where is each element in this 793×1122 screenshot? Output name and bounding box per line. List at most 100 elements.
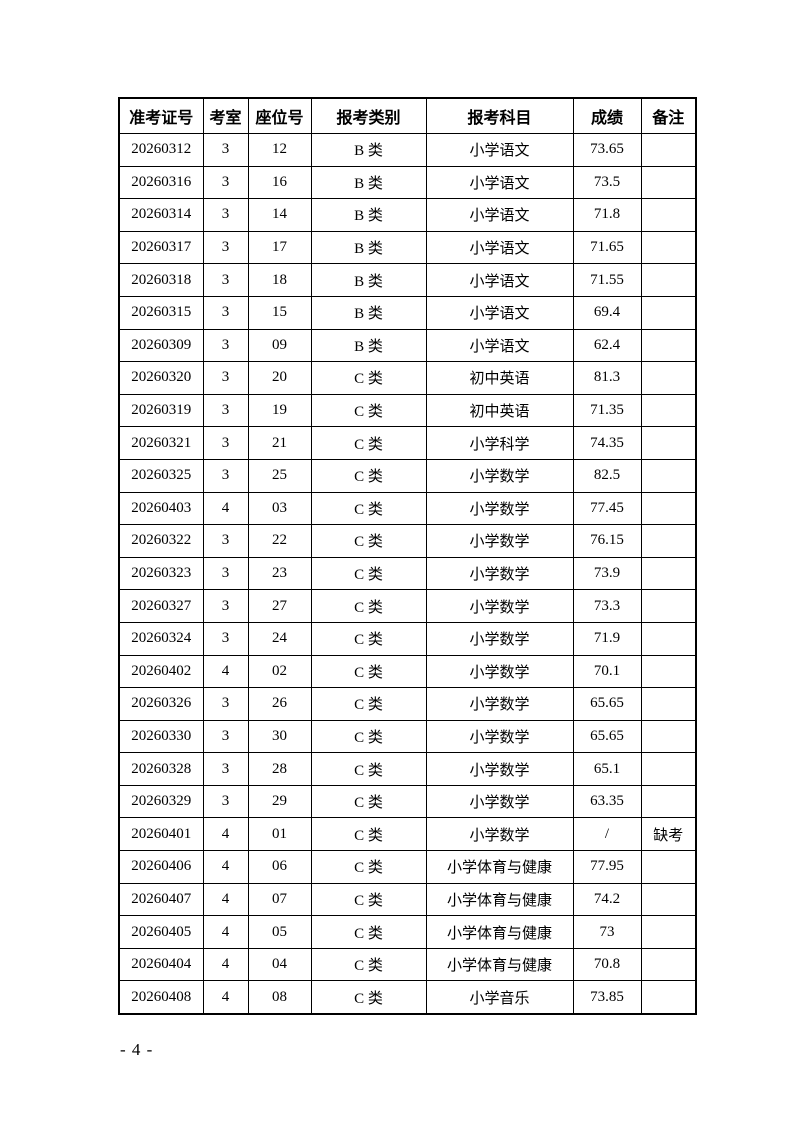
cell-room: 3 [202,328,249,363]
cell-category: C 类 [310,589,427,623]
table-row: 20260405 4 05 C 类小学体育与健康 73 [118,915,697,949]
cell-room: 3 [202,719,249,754]
cell-subject: 初中英语 [425,393,574,428]
cell-ticket: 20260317 [118,230,204,265]
cell-subject: 小学数学 [425,621,574,656]
cell-room: 3 [202,198,249,232]
cell-remark [640,784,697,819]
cell-seat: 17 [247,230,312,265]
cell-subject: 小学语文 [425,165,574,200]
cell-category: C 类 [310,784,427,819]
column-header-category: 报考类别 [310,97,427,134]
table-row: 20260316 3 16 B 类小学语文 73.5 [118,165,697,200]
cell-category: C 类 [310,654,427,689]
cell-ticket: 20260319 [118,393,204,428]
cell-subject: 小学数学 [425,524,574,558]
column-header-score: 成绩 [572,97,642,134]
cell-room: 4 [202,850,249,884]
cell-remark [640,621,697,656]
cell-category: B 类 [310,133,427,167]
cell-seat: 12 [247,133,312,167]
cell-subject: 小学体育与健康 [425,882,574,917]
table-row: 20260318 3 18 B 类小学语文 71.55 [118,263,697,297]
cell-seat: 21 [247,426,312,460]
cell-subject: 初中英语 [425,361,574,395]
column-header-ticket: 准考证号 [118,97,204,134]
cell-room: 3 [202,687,249,721]
cell-seat: 02 [247,654,312,689]
cell-remark [640,915,697,949]
cell-category: B 类 [310,198,427,232]
cell-room: 4 [202,817,249,852]
column-header-room: 考室 [202,97,249,134]
table-row: 20260312 3 12 B 类小学语文 73.65 [118,133,697,167]
cell-remark [640,393,697,428]
cell-category: C 类 [310,556,427,591]
cell-category: C 类 [310,491,427,526]
table-row: 20260406 4 06 C 类小学体育与健康 77.95 [118,850,697,884]
cell-subject: 小学数学 [425,654,574,689]
cell-seat: 08 [247,980,312,1015]
table-row: 20260326 3 26 C 类小学数学 65.65 [118,687,697,721]
cell-ticket: 20260323 [118,556,204,591]
cell-category: C 类 [310,980,427,1015]
cell-ticket: 20260404 [118,947,204,982]
cell-room: 3 [202,165,249,200]
cell-remark [640,263,697,297]
cell-category: C 类 [310,719,427,754]
cell-subject: 小学音乐 [425,980,574,1015]
cell-remark [640,458,697,493]
cell-ticket: 20260401 [118,817,204,852]
table-row: 20260402 4 02 C 类小学数学 70.1 [118,654,697,689]
table-row: 20260330 3 30 C 类小学数学 65.65 [118,719,697,754]
cell-seat: 03 [247,491,312,526]
cell-remark [640,850,697,884]
cell-category: B 类 [310,328,427,363]
cell-remark [640,426,697,460]
cell-score: 73.9 [572,556,642,591]
table-row: 20260328 3 28 C 类小学数学 65.1 [118,752,697,786]
cell-score: 65.65 [572,719,642,754]
cell-ticket: 20260316 [118,165,204,200]
cell-category: C 类 [310,687,427,721]
cell-seat: 05 [247,915,312,949]
cell-remark [640,687,697,721]
cell-room: 3 [202,133,249,167]
table-row: 20260324 3 24 C 类小学数学 71.9 [118,621,697,656]
cell-score: 81.3 [572,361,642,395]
cell-remark [640,752,697,786]
cell-score: 70.8 [572,947,642,982]
page-number: - 4 - [120,1040,154,1059]
cell-category: C 类 [310,850,427,884]
cell-seat: 27 [247,589,312,623]
table-row: 20260315 3 15 B 类小学语文 69.4 [118,295,697,330]
cell-category: C 类 [310,752,427,786]
cell-room: 4 [202,947,249,982]
cell-room: 3 [202,524,249,558]
cell-ticket: 20260328 [118,752,204,786]
cell-seat: 01 [247,817,312,852]
table-row: 20260321 3 21 C 类小学科学 74.35 [118,426,697,460]
cell-category: B 类 [310,263,427,297]
cell-ticket: 20260407 [118,882,204,917]
cell-remark: 缺考 [640,817,697,852]
cell-room: 3 [202,263,249,297]
cell-score: 63.35 [572,784,642,819]
cell-room: 3 [202,393,249,428]
cell-ticket: 20260318 [118,263,204,297]
cell-room: 3 [202,230,249,265]
cell-remark [640,295,697,330]
cell-subject: 小学语文 [425,133,574,167]
table-row: 20260314 3 14 B 类小学语文 71.8 [118,198,697,232]
exam-results-table: 准考证号 考室 座位号 报考类别 报考科目 成绩 备注 20260312 3 12 B 类小学语文… [118,97,697,1016]
cell-seat: 25 [247,458,312,493]
cell-remark [640,980,697,1015]
column-header-seat: 座位号 [247,97,312,134]
table-row: 20260325 3 25 C 类小学数学 82.5 [118,458,697,493]
table-row: 20260322 3 22 C 类小学数学 76.15 [118,524,697,558]
cell-ticket: 20260403 [118,491,204,526]
cell-score: 69.4 [572,295,642,330]
cell-remark [640,882,697,917]
cell-score: 65.65 [572,687,642,721]
table-row: 20260408 4 08 C 类小学音乐 73.85 [118,980,697,1015]
